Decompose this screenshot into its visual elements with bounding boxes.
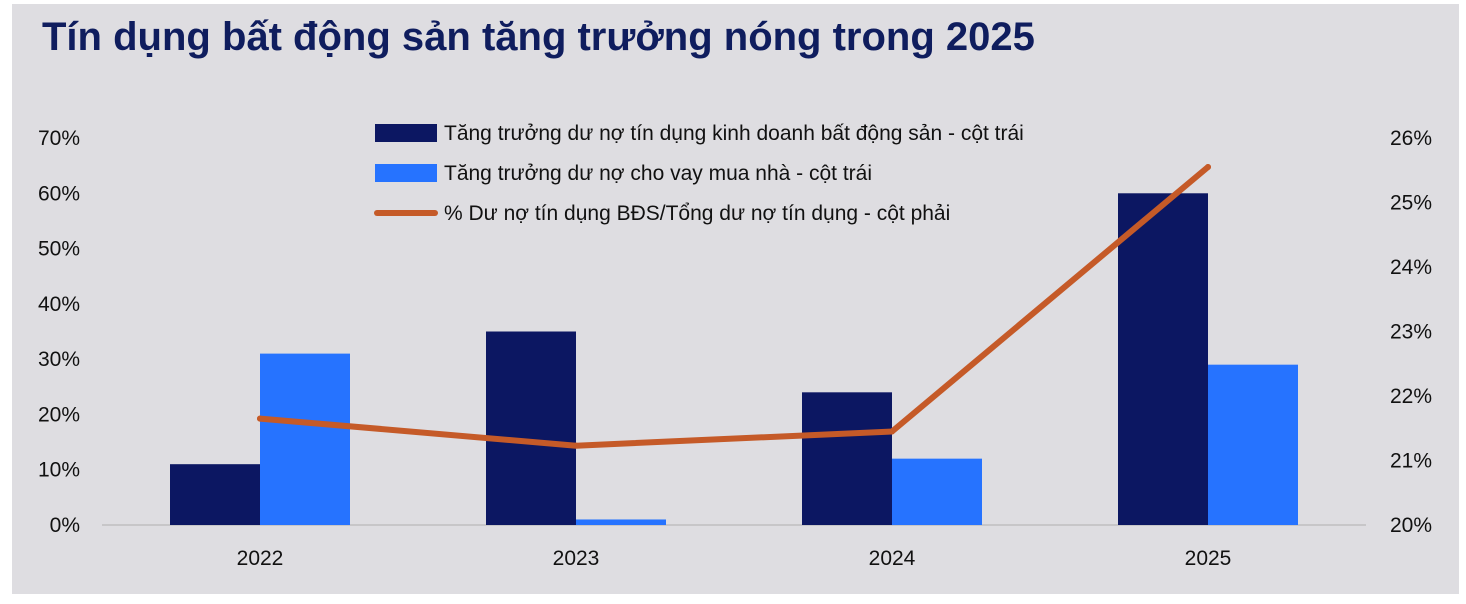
right-y-axis: 20% 21% 22% 23% 24% 25% 26% [1390, 127, 1432, 537]
x-tick-label-2023: 2023 [553, 547, 600, 570]
x-axis: 2022 2023 2024 2025 [237, 547, 1232, 570]
chart-title: Tín dụng bất động sản tăng trưởng nóng t… [42, 15, 1035, 59]
line-point-2022 [257, 415, 263, 422]
right-y-tick-label: 24% [1390, 256, 1432, 279]
legend-swatch-0 [375, 124, 437, 142]
left-y-tick-label: 50% [38, 238, 80, 261]
legend: Tăng trưởng dư nợ tín dụng kinh doanh bấ… [374, 122, 1024, 225]
left-y-tick-label: 20% [38, 403, 80, 426]
line-series-ty-le-du-no-bds [257, 164, 1211, 449]
left-y-tick-label: 40% [38, 293, 80, 316]
legend-label-0: Tăng trưởng dư nợ tín dụng kinh doanh bấ… [444, 122, 1024, 145]
x-tick-label-2022: 2022 [237, 547, 284, 570]
bar-kinh-doanh-bds-2023 [486, 331, 576, 525]
x-tick-label-2025: 2025 [1185, 547, 1232, 570]
left-y-axis: 0% 10% 20% 30% 40% 50% 60% 70% [38, 127, 80, 537]
line-point-2024 [889, 428, 895, 435]
legend-label-1: Tăng trưởng dư nợ cho vay mua nhà - cột … [444, 162, 872, 185]
right-y-tick-label: 26% [1390, 127, 1432, 150]
line-point-2025 [1205, 164, 1211, 171]
right-y-tick-label: 22% [1390, 385, 1432, 408]
line-point-2023 [573, 442, 579, 449]
bar-kinh-doanh-bds-2022 [170, 464, 260, 525]
left-y-tick-label: 70% [38, 127, 80, 150]
bar-kinh-doanh-bds-2025 [1118, 193, 1208, 526]
bar-vay-mua-nha-2023 [576, 519, 666, 525]
right-y-tick-label: 23% [1390, 321, 1432, 344]
bars-group [170, 193, 1298, 526]
left-y-tick-label: 30% [38, 348, 80, 371]
left-y-tick-label: 0% [50, 514, 80, 537]
bar-vay-mua-nha-2024 [892, 458, 982, 525]
right-y-tick-label: 20% [1390, 514, 1432, 537]
line-series-group [257, 164, 1211, 449]
legend-swatch-1 [375, 164, 437, 182]
bar-vay-mua-nha-2022 [260, 353, 350, 525]
right-y-tick-label: 21% [1390, 450, 1432, 473]
left-y-tick-label: 10% [38, 459, 80, 482]
bar-vay-mua-nha-2025 [1208, 364, 1298, 525]
bar-kinh-doanh-bds-2024 [802, 392, 892, 525]
legend-label-2: % Dư nợ tín dụng BĐS/Tổng dư nợ tín dụng… [444, 202, 950, 225]
right-y-tick-label: 25% [1390, 192, 1432, 215]
left-y-tick-label: 60% [38, 182, 80, 205]
x-tick-label-2024: 2024 [869, 547, 916, 570]
